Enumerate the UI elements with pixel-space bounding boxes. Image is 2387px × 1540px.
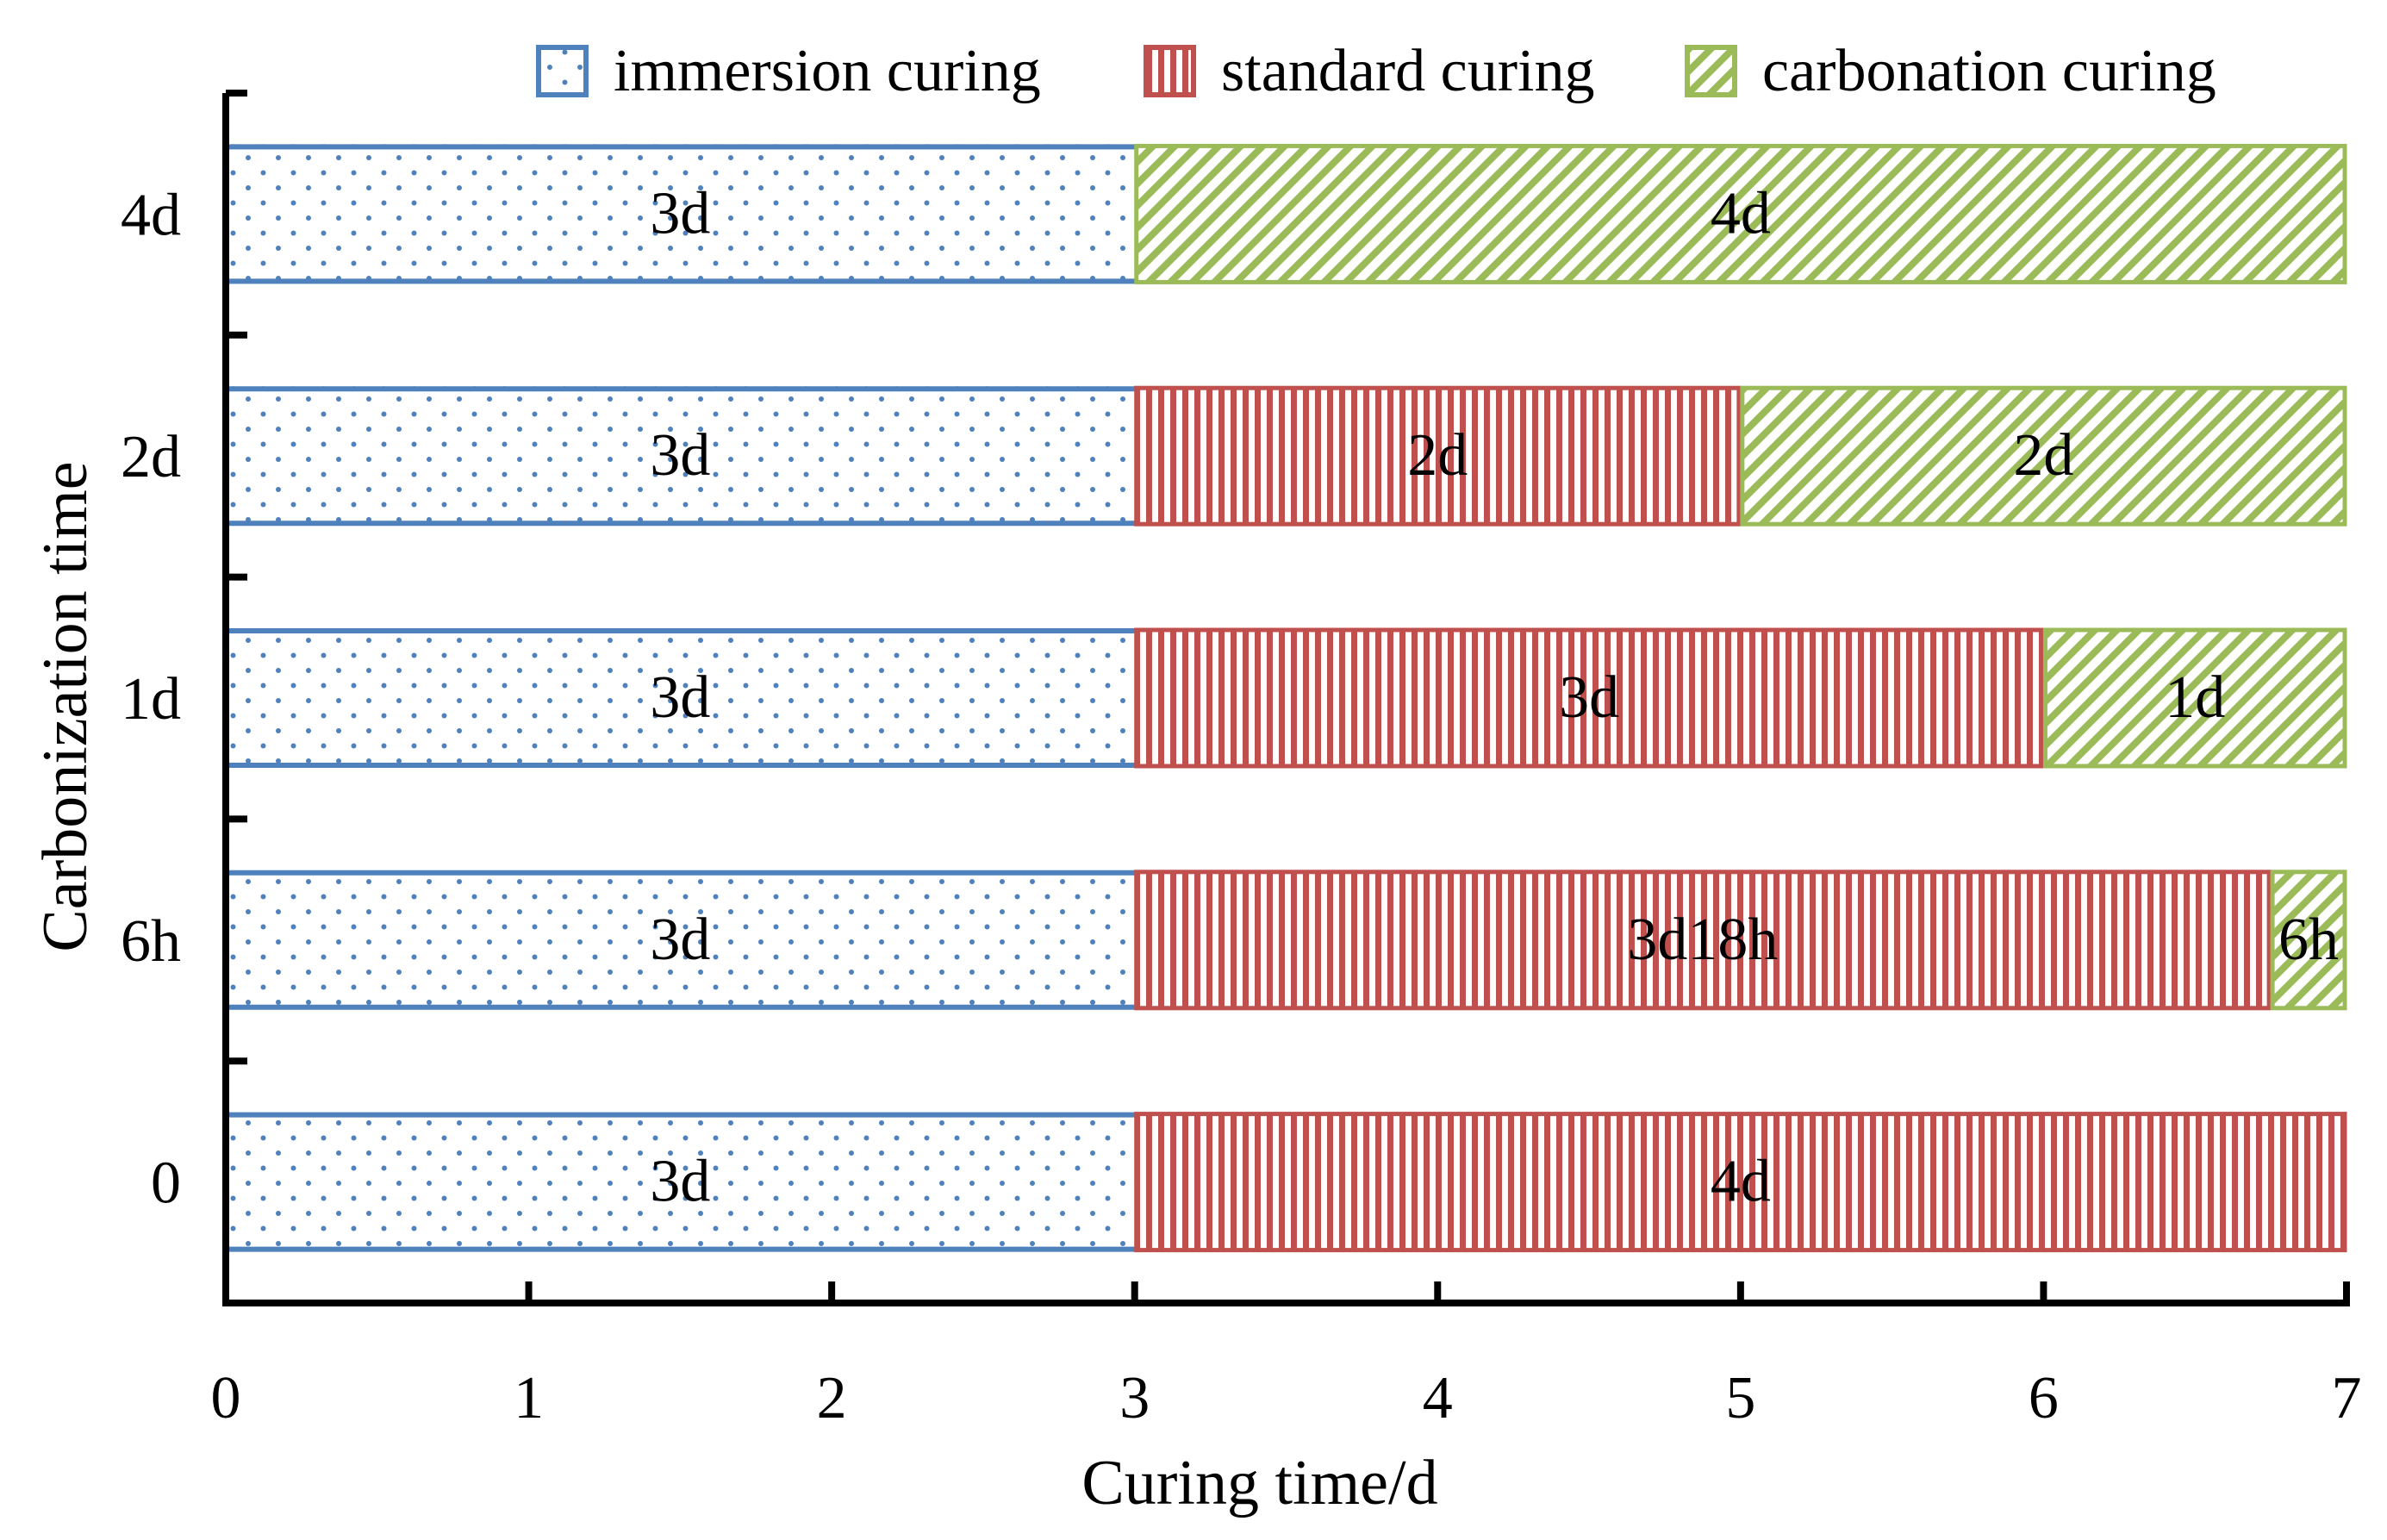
bar-outline [1740,385,2347,527]
legend-item-carbonation-curing: carbonation curing [1685,38,2216,104]
legend-swatch [1144,45,1196,97]
bar-immersion-curing-6h [226,870,1135,1010]
bar-carbonation-curing-2d [1740,386,2346,527]
bar-outline [1134,1112,2347,1253]
bar-outline [1134,627,2044,769]
legend-label: carbonation curing [1762,38,2216,104]
bar-label: 3d [650,180,710,246]
y-tick-label: 4d [121,182,181,248]
bar-immersion-curing-0 [226,1112,1135,1252]
legend-label: standard curing [1221,38,1594,104]
bar-label: 3d [650,1149,710,1215]
bar-outline [2042,627,2347,769]
bar-standard-curing-0 [1134,1112,2346,1252]
bar-outline [1134,143,2347,284]
x-tick-label: 5 [1725,1365,1755,1431]
legend-swatch [1685,45,1737,97]
x-axis-title: Curing time/d [1081,1448,1437,1518]
x-tick-label: 0 [211,1365,241,1431]
y-tick-label: 2d [121,424,181,490]
bar-label: 4d [1711,180,1771,246]
y-tick-label: 6h [121,908,181,975]
bar-standard-curing-6h [1134,870,2272,1010]
bar-label: 2d [2013,422,2073,489]
axes-layer: 0 6h 1d 2d 4d 0 1 2 3 4 5 6 7 [121,90,2362,1431]
bars-layer [226,143,2347,1253]
y-tick-label: 1d [121,666,181,733]
x-tick-label: 4 [1423,1365,1453,1431]
bar-outline [1134,385,1742,527]
bar-label: 4d [1711,1149,1771,1215]
legend-label: immersion curing [614,38,1041,104]
bar-immersion-curing-1d [226,628,1135,768]
bar-label: 3d [650,664,710,731]
legend-item-immersion-curing: immersion curing [536,38,1041,104]
bar-carbonation-curing-1d [2043,628,2346,768]
bar-label: 3d18h [1627,907,1778,973]
bar-label: 1d [2165,664,2225,731]
bar-label: 6h [2278,907,2339,973]
bar-label: 3d [1559,664,1619,731]
bar-label: 3d [650,422,710,489]
bar-immersion-curing-4d [226,144,1135,284]
bar-standard-curing-2d [1134,386,1741,527]
y-tick-label: 0 [151,1150,181,1217]
x-tick-label: 6 [2029,1365,2059,1431]
bar-carbonation-curing-4d [1134,144,2346,284]
y-axis-title: Carbonization time [30,461,101,951]
bar-label: 2d [1407,422,1468,489]
legend: immersion curing standard curing carbonati… [536,38,2216,104]
bar-immersion-curing-2d [226,386,1135,527]
bar-standard-curing-1d [1134,628,2044,768]
x-tick-label: 3 [1119,1365,1150,1431]
bar-outline [1134,870,2272,1011]
legend-item-standard-curing: standard curing [1144,38,1594,104]
bar-label: 3d [650,907,710,973]
legend-swatch [536,45,589,97]
labels-layer: 3d 4d 3d 3d18h 6h 3d 3d 1d 3d 2d 2d 3d 4d [650,180,2339,1214]
x-tick-label: 7 [2332,1365,2362,1431]
x-tick-label: 1 [514,1365,544,1431]
bar-outline [2270,870,2347,1011]
bar-carbonation-curing-6h [2271,870,2346,1010]
x-tick-label: 2 [817,1365,847,1431]
